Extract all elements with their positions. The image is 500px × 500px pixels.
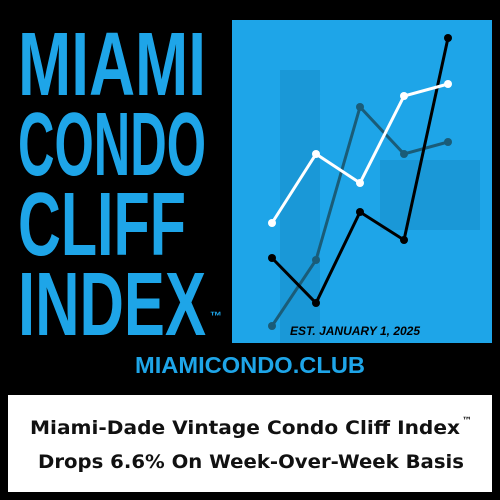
points: [268, 80, 452, 227]
points: [268, 103, 452, 330]
trademark: ™: [210, 309, 222, 323]
logo-word: INDEX: [18, 255, 206, 355]
website: MIAMICONDO.CLUB: [135, 352, 365, 378]
logo-word: CLIFF: [18, 175, 186, 275]
building-shadow: [380, 160, 480, 230]
logo-word: MIAMI: [18, 15, 206, 115]
trademark: ™: [462, 416, 472, 427]
headline-box: [8, 395, 492, 492]
building-shadow: [280, 70, 320, 343]
points: [268, 34, 452, 307]
established: EST. JANUARY 1, 2025: [290, 324, 420, 338]
headline: Miami-Dade Vintage Condo Cliff Index: [30, 417, 460, 439]
headline: Drops 6.6% On Week-Over-Week Basis: [38, 451, 464, 473]
logo-word: CONDO: [18, 95, 206, 195]
